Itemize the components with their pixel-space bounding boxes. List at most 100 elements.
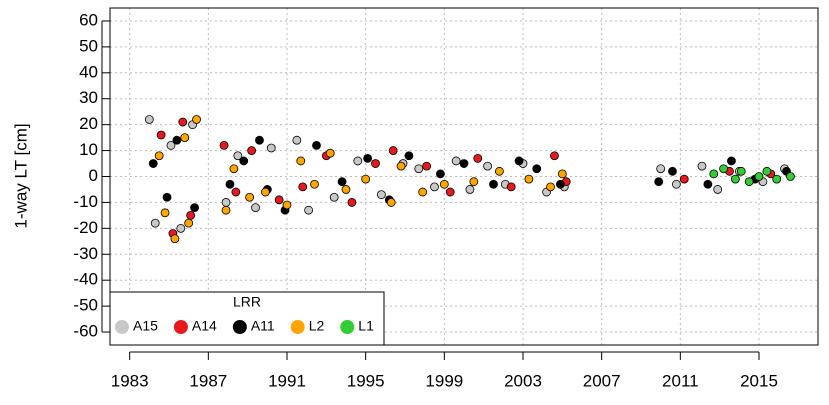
point bbox=[266, 143, 276, 153]
point bbox=[697, 161, 707, 171]
point bbox=[762, 166, 772, 176]
point bbox=[176, 223, 186, 233]
point bbox=[469, 177, 479, 187]
point bbox=[672, 179, 681, 189]
point bbox=[430, 182, 439, 192]
point bbox=[719, 164, 728, 174]
point bbox=[282, 200, 292, 210]
point bbox=[225, 179, 235, 189]
point bbox=[445, 187, 455, 197]
point bbox=[386, 198, 396, 207]
legend-label: L2 bbox=[309, 318, 325, 334]
point bbox=[489, 179, 498, 189]
point bbox=[180, 133, 190, 143]
x-tick-label: 2003 bbox=[504, 371, 542, 390]
legend-marker bbox=[115, 320, 129, 334]
point bbox=[310, 179, 319, 189]
point bbox=[679, 174, 689, 184]
point bbox=[233, 151, 243, 161]
point bbox=[160, 208, 170, 218]
y-tick-label: -40 bbox=[73, 270, 98, 289]
point bbox=[506, 182, 516, 192]
legend-label: A14 bbox=[192, 318, 217, 334]
point bbox=[459, 159, 469, 168]
point bbox=[483, 161, 493, 171]
point bbox=[473, 153, 483, 163]
point bbox=[786, 172, 795, 181]
point bbox=[439, 179, 449, 189]
point bbox=[546, 182, 555, 192]
point bbox=[703, 179, 713, 189]
point bbox=[353, 156, 363, 166]
point bbox=[251, 203, 260, 213]
y-tick-label: 10 bbox=[79, 140, 98, 159]
point bbox=[668, 166, 677, 176]
point bbox=[555, 179, 565, 189]
point bbox=[451, 156, 461, 166]
point bbox=[221, 205, 231, 215]
x-tick-label: 1999 bbox=[425, 371, 463, 390]
point bbox=[292, 135, 302, 145]
point bbox=[414, 164, 424, 174]
y-tick-label: 50 bbox=[79, 36, 98, 55]
x-tick-label: 1983 bbox=[111, 371, 149, 390]
point bbox=[304, 205, 314, 215]
y-tick-label: -30 bbox=[73, 244, 98, 263]
point bbox=[550, 151, 559, 161]
point bbox=[494, 166, 504, 176]
y-tick-label: -20 bbox=[73, 218, 98, 237]
point bbox=[656, 164, 666, 174]
x-tick-label: 1991 bbox=[268, 371, 306, 390]
x-tick-label: 2007 bbox=[583, 371, 621, 390]
y-tick-label: 0 bbox=[89, 166, 98, 185]
point bbox=[772, 174, 782, 184]
legend-marker bbox=[340, 320, 355, 334]
point bbox=[154, 151, 164, 161]
point bbox=[524, 174, 534, 184]
point bbox=[435, 169, 445, 179]
point bbox=[245, 192, 255, 202]
point bbox=[247, 146, 257, 155]
point bbox=[557, 169, 567, 179]
point bbox=[325, 148, 335, 158]
point bbox=[713, 185, 723, 194]
point bbox=[172, 135, 182, 145]
y-tick-label: 30 bbox=[79, 88, 98, 107]
point bbox=[150, 218, 160, 228]
point bbox=[341, 185, 351, 194]
point bbox=[727, 156, 736, 166]
point bbox=[260, 187, 270, 197]
point bbox=[170, 234, 180, 244]
x-tick-label: 1995 bbox=[347, 371, 385, 390]
point bbox=[156, 130, 166, 140]
point bbox=[255, 135, 264, 145]
x-tick-label: 2015 bbox=[740, 371, 778, 390]
point bbox=[404, 151, 414, 161]
point bbox=[736, 166, 746, 176]
y-tick-label: -10 bbox=[73, 192, 98, 211]
point bbox=[347, 198, 357, 207]
point bbox=[418, 187, 428, 197]
point bbox=[178, 117, 188, 127]
point bbox=[298, 182, 308, 192]
point bbox=[465, 185, 475, 194]
legend-marker bbox=[290, 320, 305, 334]
point bbox=[654, 177, 664, 187]
point bbox=[363, 153, 373, 163]
point bbox=[190, 203, 199, 213]
legend-label: A15 bbox=[133, 318, 158, 334]
point bbox=[144, 115, 154, 124]
point bbox=[274, 195, 284, 205]
legend-title: LRR bbox=[233, 294, 261, 310]
point bbox=[744, 177, 754, 187]
point bbox=[337, 177, 347, 187]
point bbox=[754, 172, 764, 181]
point bbox=[229, 164, 239, 174]
y-tick-label: 20 bbox=[79, 114, 98, 133]
point bbox=[219, 140, 229, 150]
y-tick-label: 60 bbox=[79, 10, 98, 29]
point bbox=[192, 115, 201, 124]
y-tick-label: -50 bbox=[73, 296, 98, 315]
